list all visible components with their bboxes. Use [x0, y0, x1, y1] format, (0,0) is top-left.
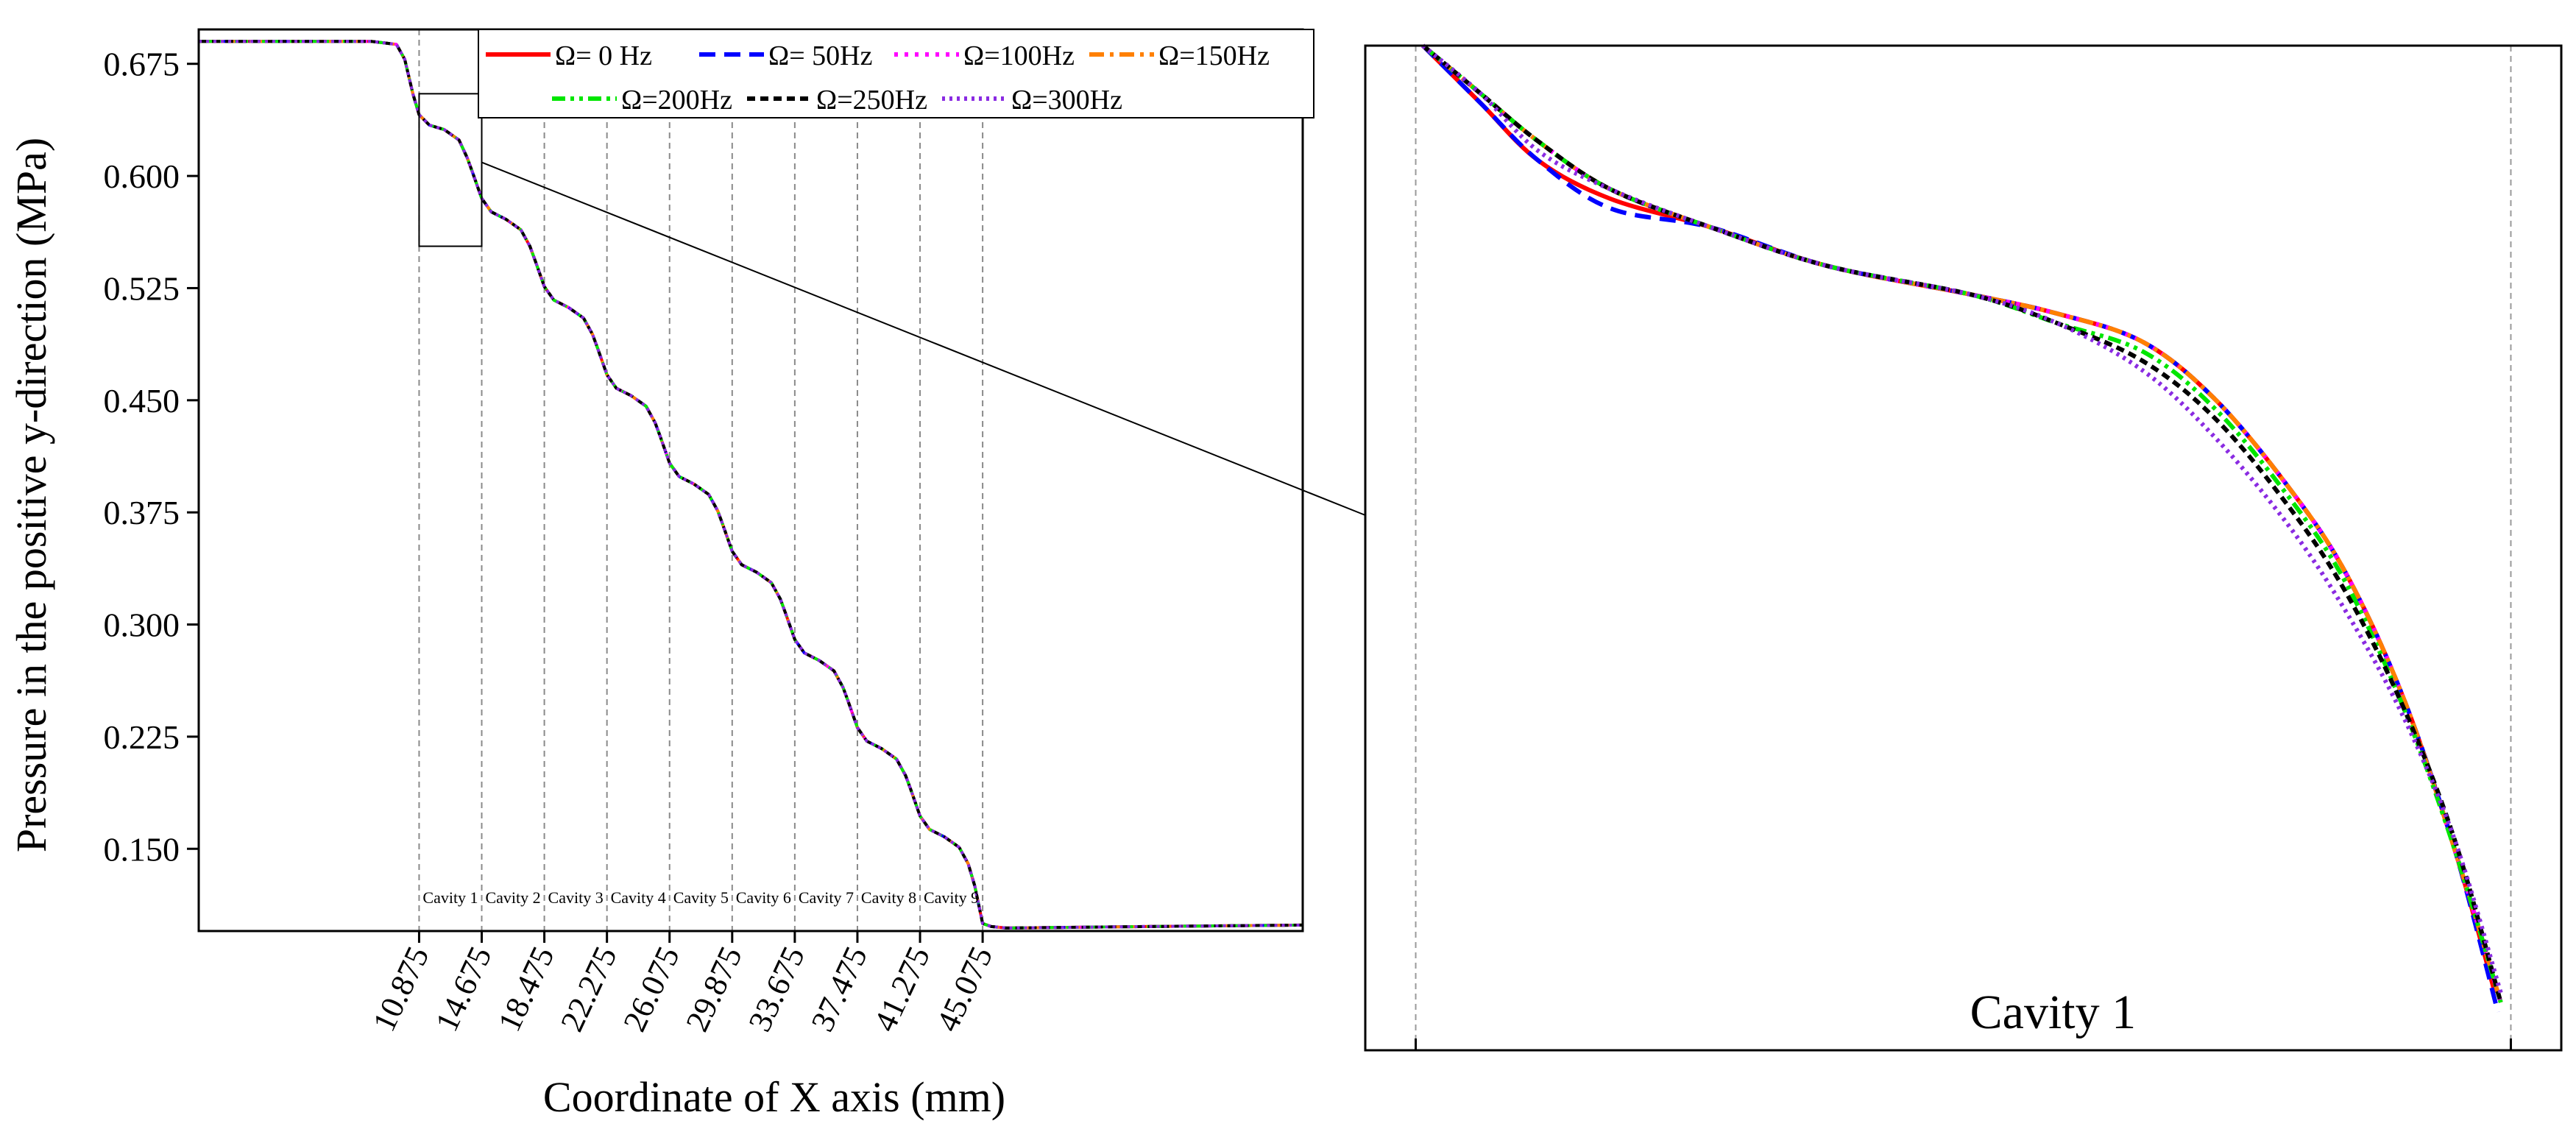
inset-plot-frame — [1364, 44, 2563, 1052]
main-series-line-3 — [199, 40, 1303, 930]
cavity-labels: Cavity 1 Cavity 2 Cavity 3 Cavity 4 Cavity 5… — [422, 888, 979, 907]
inset-series-line-5 — [1421, 43, 2503, 1003]
inset-series-line-0 — [1421, 43, 2497, 994]
cavity-label-8: Cavity 8 — [861, 888, 916, 907]
legend-label-4: Ω=200Hz — [621, 85, 732, 116]
cavity-label-5: Cavity 5 — [673, 888, 729, 907]
inset-title: Cavity 1 — [1970, 985, 2137, 1039]
main-plot: 0.150 0.225 0.300 0.375 0.450 0.525 0.600 0.675… — [7, 28, 1314, 1121]
cavity-label-6: Cavity 6 — [736, 888, 791, 907]
x-tick-label: 41.275 — [867, 941, 938, 1037]
inset-series-line-1 — [1421, 43, 2500, 1013]
y-axis-ticks: 0.150 0.225 0.300 0.375 0.450 0.525 0.600 0.675 — [104, 46, 199, 868]
legend-label-1: Ω= 50Hz — [768, 40, 872, 71]
inset-x-ticks — [1415, 1038, 2512, 1050]
main-series-lines — [199, 40, 1303, 930]
cavity-boundary-lines — [418, 29, 984, 931]
main-series-line-6 — [199, 40, 1303, 930]
legend-label-0: Ω= 0 Hz — [555, 40, 652, 71]
inset-series-line-6 — [1421, 43, 2503, 994]
cavity-label-3: Cavity 3 — [548, 888, 604, 907]
x-tick-label: 18.475 — [491, 941, 562, 1037]
cavity-label-4: Cavity 4 — [611, 888, 666, 907]
inset-series-line-3 — [1421, 43, 2503, 1003]
y-axis-title: Pressure in the positive y-direction (MP… — [7, 138, 55, 852]
y-tick-label: 0.600 — [104, 158, 180, 195]
x-tick-label: 37.475 — [804, 941, 874, 1037]
cavity-label-9: Cavity 9 — [924, 888, 979, 907]
main-series-line-0 — [199, 40, 1303, 930]
x-axis-ticks: 10.87514.67518.47522.27526.07529.87533.6… — [366, 931, 999, 1037]
x-tick-label: 26.075 — [616, 941, 687, 1037]
legend: Ω= 0 Hz Ω= 50Hz Ω=100Hz Ω=150Hz Ω=200Hz Ω=250… — [478, 29, 1314, 118]
legend-label-6: Ω=300Hz — [1011, 85, 1122, 116]
cavity-label-2: Cavity 2 — [485, 888, 540, 907]
y-tick-label: 0.300 — [104, 606, 180, 644]
x-tick-label: 29.875 — [679, 941, 749, 1037]
zoom-connector-line — [481, 161, 1366, 516]
y-tick-label: 0.525 — [104, 269, 180, 307]
main-series-line-2 — [199, 40, 1303, 930]
legend-label-5: Ω=250Hz — [816, 85, 927, 116]
legend-box — [478, 29, 1314, 118]
y-tick-label: 0.675 — [104, 46, 180, 83]
y-tick-label: 0.225 — [104, 718, 180, 756]
legend-label-2: Ω=100Hz — [963, 40, 1075, 71]
legend-label-3: Ω=150Hz — [1158, 40, 1270, 71]
cavity-label-1: Cavity 1 — [422, 888, 478, 907]
inset-series-lines — [1421, 43, 2503, 1013]
y-tick-label: 0.150 — [104, 830, 180, 868]
x-tick-label: 14.675 — [428, 941, 499, 1037]
x-tick-label: 33.675 — [741, 941, 812, 1037]
x-tick-label: 10.875 — [366, 941, 436, 1037]
x-tick-label: 22.275 — [553, 941, 624, 1037]
cavity-label-7: Cavity 7 — [799, 888, 854, 907]
main-plot-frame — [197, 28, 1304, 933]
main-series-line-1 — [199, 40, 1303, 930]
x-tick-label: 45.075 — [930, 941, 1000, 1037]
main-series-line-4 — [199, 40, 1303, 930]
zoom-region-box — [418, 93, 483, 247]
inset-boundary-lines — [1415, 46, 2512, 1050]
inset-plot: Cavity 1 — [1364, 43, 2563, 1052]
x-axis-title: Coordinate of X axis (mm) — [543, 1073, 1005, 1121]
y-tick-label: 0.450 — [104, 382, 180, 420]
y-tick-label: 0.375 — [104, 494, 180, 531]
main-series-line-5 — [199, 40, 1303, 930]
